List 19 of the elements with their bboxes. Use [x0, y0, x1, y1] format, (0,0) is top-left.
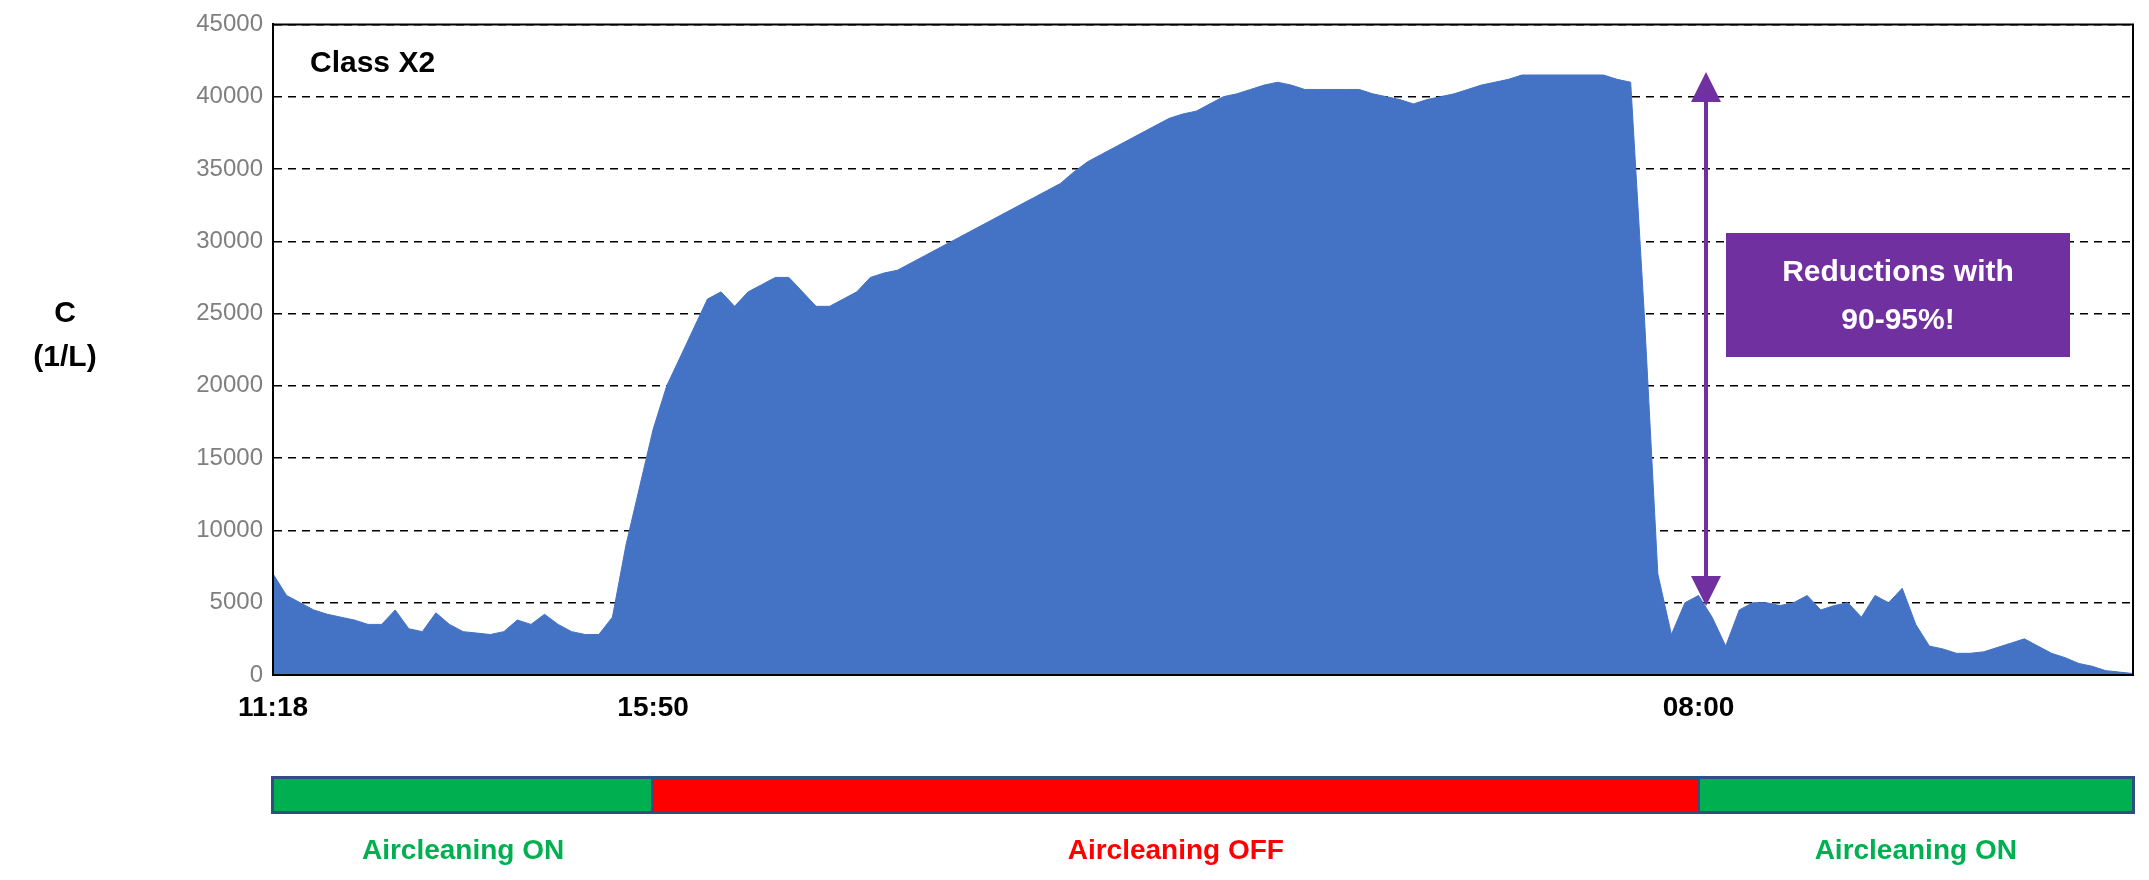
y-tick-label: 10000	[196, 515, 263, 543]
y-tick-label: 40000	[196, 81, 263, 109]
y-tick-label: 25000	[196, 298, 263, 326]
callout-box: Reductions with 90-95%!	[1726, 233, 2070, 357]
x-tick-label: 11:18	[237, 690, 309, 722]
y-tick-label: 15000	[196, 442, 263, 470]
y-tick-label: 30000	[196, 225, 263, 253]
y-tick-label: 5000	[209, 587, 263, 615]
text: Aircleaning ON	[1813, 834, 2018, 866]
x-tick-label: 08:00	[1662, 690, 1735, 722]
y-tick-label: 0	[249, 659, 263, 687]
text: Aircleaning OFF	[1066, 834, 1285, 866]
x-tick-label: 15:50	[617, 690, 689, 722]
y-axis-title: C (1/L)	[32, 294, 98, 374]
text: Aircleaning ON	[360, 834, 566, 866]
y-tick-label: 20000	[196, 370, 263, 398]
y-tick-label: 35000	[196, 153, 263, 181]
annotation: Class X2	[310, 45, 436, 79]
y-tick-label: 45000	[196, 9, 263, 37]
